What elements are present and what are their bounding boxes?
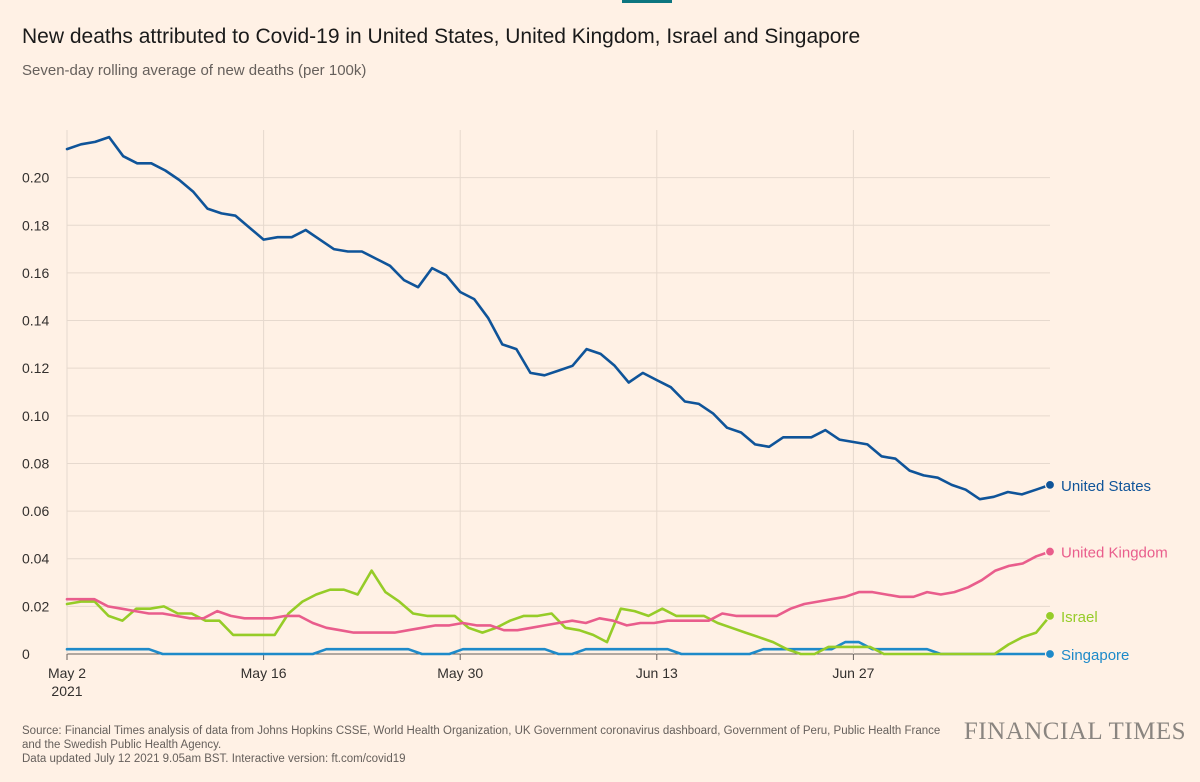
x-tick-year-label: 2021 bbox=[51, 683, 82, 699]
data-updated-text: Data updated July 12 2021 9.05am BST. In… bbox=[22, 752, 982, 766]
legend-label-united-kingdom: United Kingdom bbox=[1061, 545, 1168, 562]
y-tick-label: 0.10 bbox=[22, 408, 49, 424]
y-tick-label: 0.02 bbox=[22, 598, 49, 614]
series-end-marker-united-states bbox=[1046, 480, 1055, 489]
y-tick-label: 0.14 bbox=[22, 313, 49, 329]
source-text-line1: Source: Financial Times analysis of data… bbox=[22, 724, 982, 738]
x-tick-label: Jun 13 bbox=[636, 665, 678, 681]
legend-label-united-states: United States bbox=[1061, 478, 1151, 495]
x-tick-label: May 30 bbox=[437, 665, 483, 681]
source-text-line2: and the Swedish Public Health Agency. bbox=[22, 738, 982, 752]
x-tick-label: May 16 bbox=[241, 665, 287, 681]
source-footer: Source: Financial Times analysis of data… bbox=[22, 724, 982, 766]
series-end-marker-israel bbox=[1046, 611, 1055, 620]
y-tick-label: 0.20 bbox=[22, 170, 49, 186]
y-tick-label: 0.12 bbox=[22, 360, 49, 376]
series-end-marker-singapore bbox=[1046, 650, 1055, 659]
y-tick-label: 0.06 bbox=[22, 503, 49, 519]
series-line-singapore bbox=[67, 642, 1050, 654]
y-tick-label: 0.16 bbox=[22, 265, 49, 281]
y-tick-label: 0 bbox=[22, 646, 30, 662]
series-line-united-states bbox=[67, 137, 1050, 499]
legend-label-singapore: Singapore bbox=[1061, 647, 1129, 664]
y-tick-label: 0.04 bbox=[22, 551, 49, 567]
x-tick-label: May 2 bbox=[48, 665, 86, 681]
line-chart: 0 0.02 0.04 0.06 0.08 0.10 0.12 0.14 0.16 0.18 0.2… bbox=[0, 0, 1200, 720]
x-tick-label: Jun 27 bbox=[832, 665, 874, 681]
ft-logo: FINANCIAL TIMES bbox=[964, 718, 1186, 746]
series-end-marker-united-kingdom bbox=[1046, 547, 1055, 556]
legend-label-israel: Israel bbox=[1061, 609, 1098, 626]
y-tick-label: 0.08 bbox=[22, 455, 49, 471]
y-tick-label: 0.18 bbox=[22, 217, 49, 233]
